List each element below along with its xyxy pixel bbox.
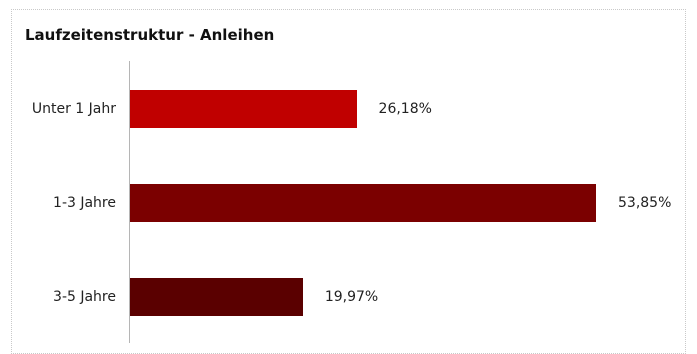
chart-card — [11, 9, 686, 354]
bar — [130, 90, 357, 128]
bar — [130, 278, 303, 316]
data-label: 19,97% — [324, 289, 379, 305]
category-label: 1-3 Jahre — [53, 195, 116, 211]
data-label: 26,18% — [378, 101, 432, 117]
chart-title: Laufzeitenstruktur - Anleihen — [25, 26, 275, 44]
category-axis-line — [129, 61, 130, 343]
category-label: Unter 1 Jahr — [31, 101, 116, 117]
data-label: 53,85% — [618, 195, 672, 211]
category-label: 3-5 Jahre — [53, 289, 116, 305]
bar — [130, 184, 596, 222]
